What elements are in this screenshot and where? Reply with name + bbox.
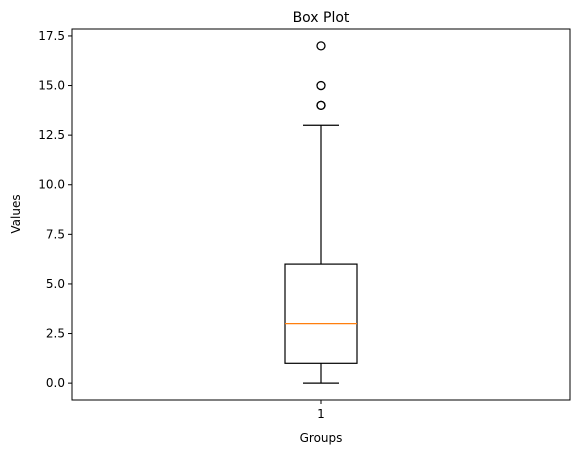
x-tick-label: 1 (317, 407, 325, 421)
y-axis-label: Values (9, 194, 23, 233)
y-tick-label: 7.5 (46, 227, 65, 241)
y-tick-label: 10.0 (38, 178, 65, 192)
y-tick-label: 15.0 (38, 79, 65, 93)
outlier-point (316, 100, 326, 111)
iqr-box (284, 263, 358, 364)
y-tick-label: 17.5 (38, 29, 65, 43)
x-axis-label: Groups (300, 431, 343, 445)
outlier-point (316, 80, 326, 91)
y-tick-label: 5.0 (46, 277, 65, 291)
y-tick-label: 2.5 (46, 327, 65, 341)
x-axis: 1 (317, 400, 325, 421)
y-tick-label: 12.5 (38, 128, 65, 142)
y-axis: 0.0 2.5 5.0 7.5 10.0 12.5 15.0 17.5 (38, 29, 72, 390)
box-series (284, 41, 358, 384)
chart-title: Box Plot (293, 10, 350, 26)
y-tick-label: 0.0 (46, 376, 65, 390)
outlier-point (316, 41, 326, 51)
